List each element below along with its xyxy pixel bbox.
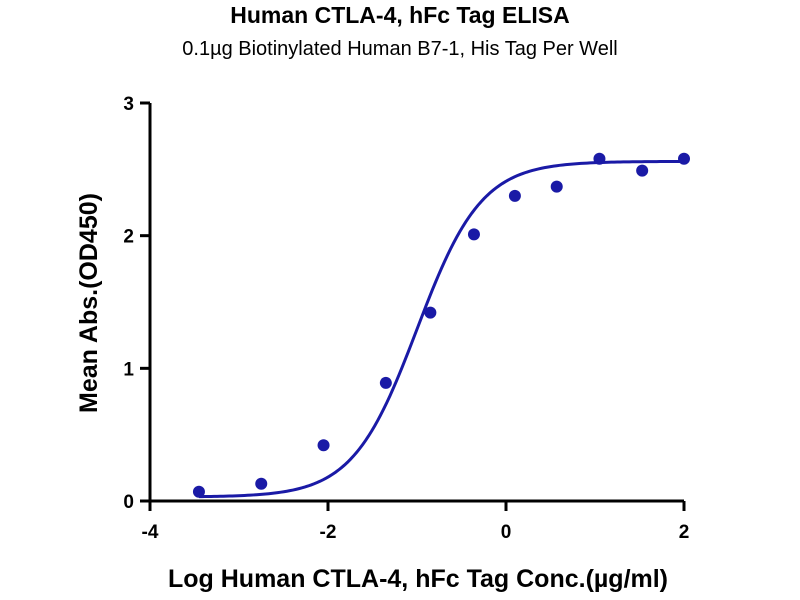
x-tick-label: 2 [679, 522, 690, 543]
x-tick-label: -2 [320, 522, 337, 543]
y-tick-label: 2 [123, 227, 134, 248]
data-point [379, 376, 392, 389]
chart-subtitle: 0.1µg Biotinylated Human B7-1, His Tag P… [182, 38, 618, 60]
fit-curve-layer [198, 159, 685, 499]
data-point [678, 152, 690, 165]
data-point [508, 189, 521, 202]
y-tick-label: 1 [123, 359, 134, 380]
data-point [255, 477, 268, 490]
chart-title: Human CTLA-4, hFc Tag ELISA [230, 2, 570, 28]
y-tick-label: 3 [123, 94, 134, 115]
fit-curve [198, 159, 685, 499]
x-axis-title: Log Human CTLA-4, hFc Tag Conc.(µg/ml) [168, 565, 668, 593]
data-point [424, 306, 437, 319]
data-point [593, 152, 606, 165]
ticks: 0 1 2 3 -4 -2 0 2 [123, 94, 689, 543]
data-points [192, 152, 690, 498]
data-point [317, 439, 330, 452]
y-axis-title: Mean Abs.(OD450) [75, 193, 103, 413]
axes [148, 103, 684, 503]
data-point [550, 180, 563, 193]
x-tick-label: 0 [501, 522, 512, 543]
y-tick-label: 0 [123, 492, 134, 513]
data-point [467, 228, 480, 241]
x-tick-label: -4 [142, 522, 159, 543]
data-point [192, 485, 205, 498]
data-point [636, 164, 649, 177]
